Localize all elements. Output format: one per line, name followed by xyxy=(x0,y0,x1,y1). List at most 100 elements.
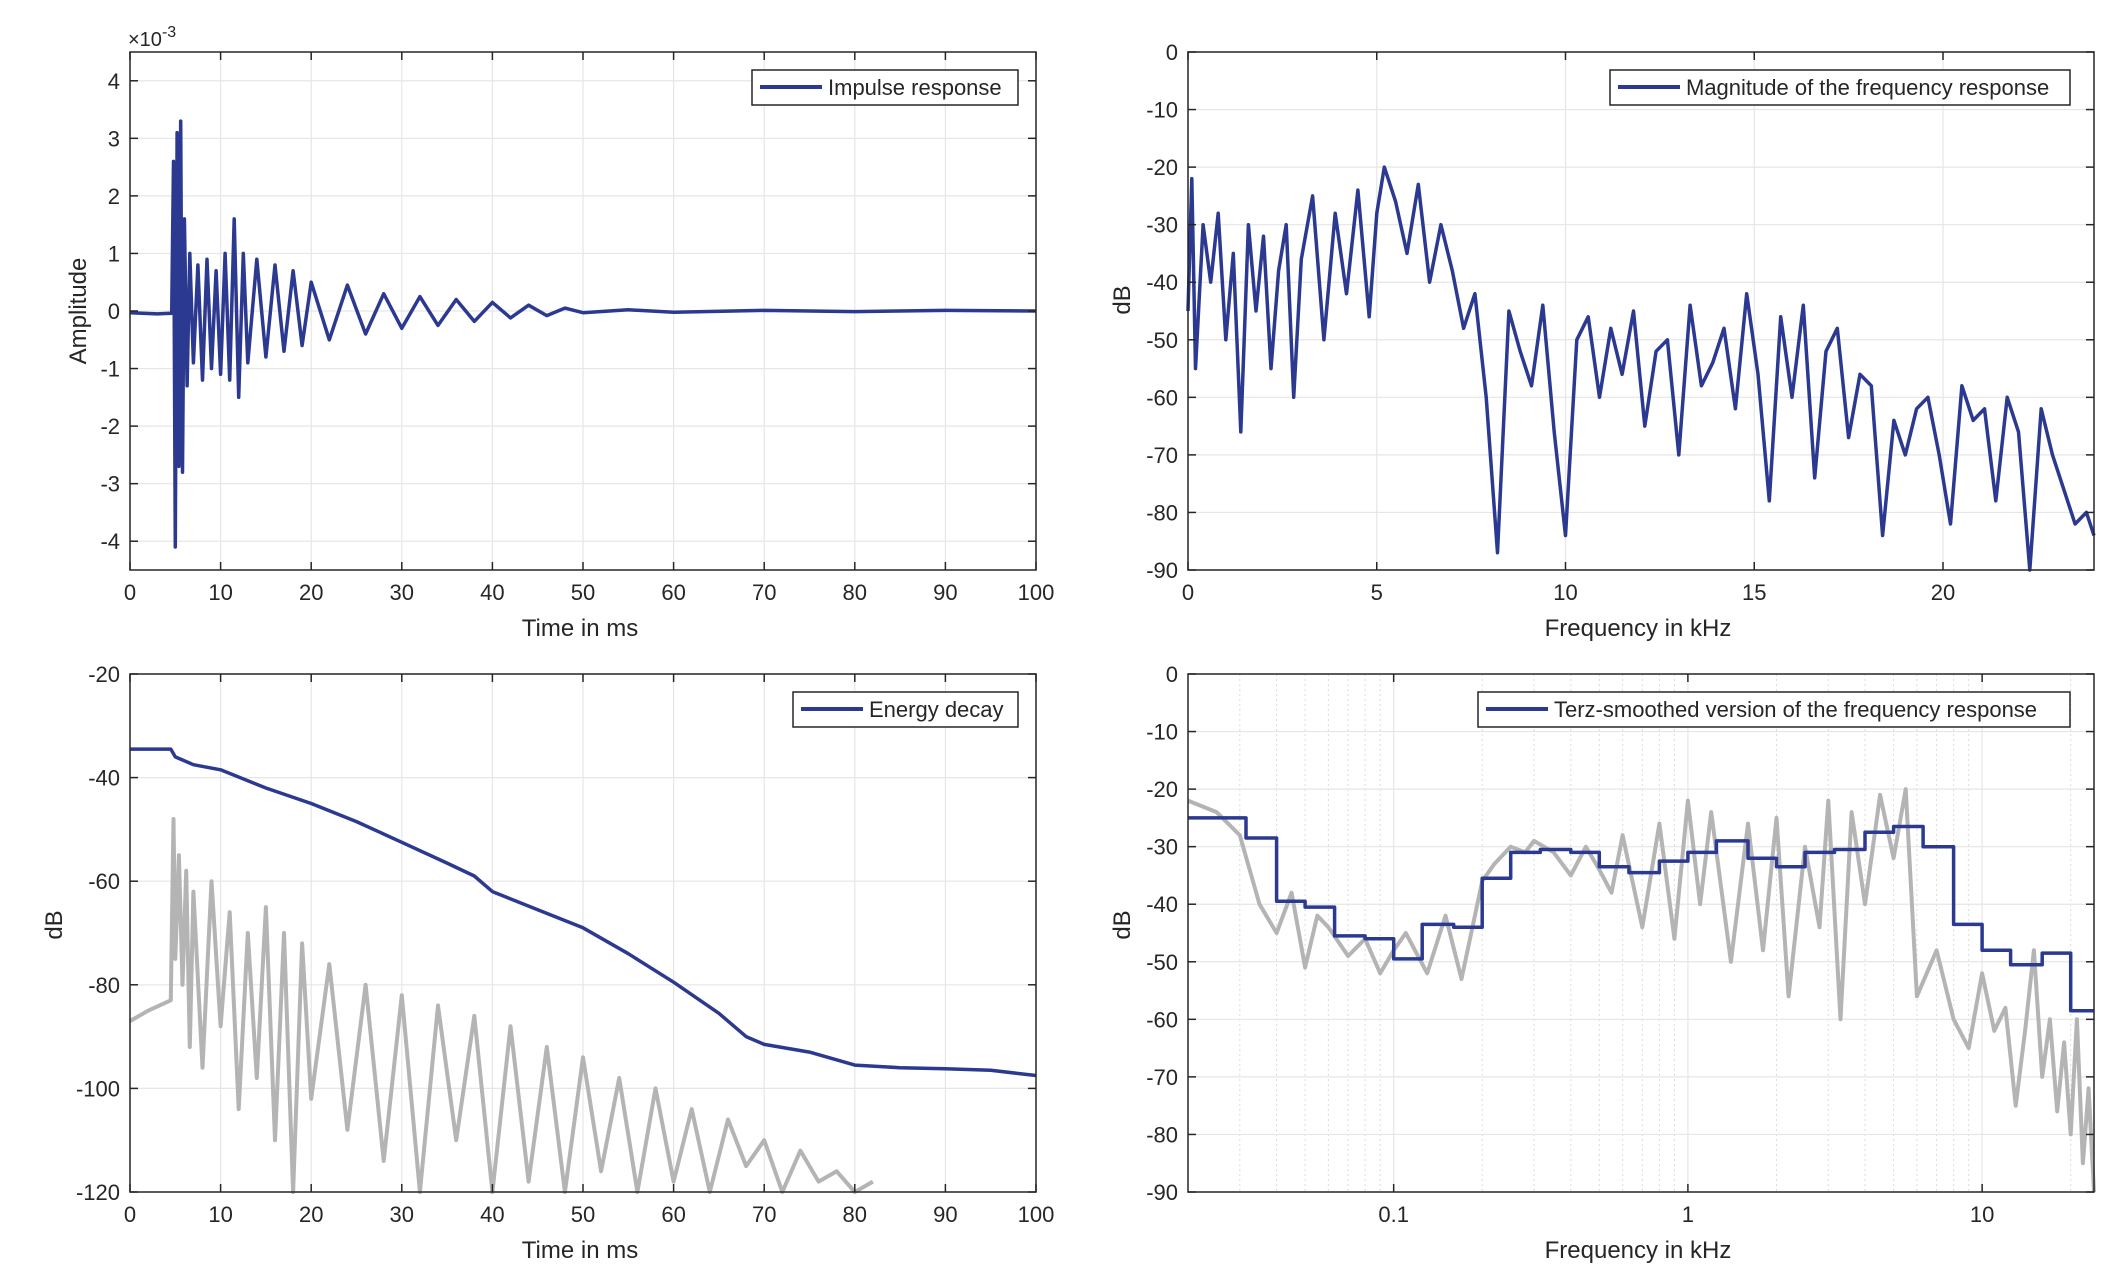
magnitude-x-axis-label: Frequency in kHz xyxy=(1545,615,1732,642)
impulse-y-tick-label: -2 xyxy=(100,414,120,439)
energy-x-tick-label: 90 xyxy=(933,1202,957,1227)
impulse-x-tick-label: 10 xyxy=(208,580,232,605)
magnitude-x-tick-label: 20 xyxy=(1931,580,1955,605)
impulse-y-tick-label: -3 xyxy=(100,472,120,497)
terz-y-tick-label: 0 xyxy=(1166,662,1178,687)
energy-background-series-line xyxy=(129,817,874,1194)
magnitude-y-tick-label: -50 xyxy=(1146,328,1178,353)
energy-x-tick-label: 0 xyxy=(124,1202,136,1227)
impulse-x-tick-label: 100 xyxy=(1018,580,1055,605)
energy-y-tick-label: -100 xyxy=(76,1076,120,1101)
impulse-x-tick-label: 90 xyxy=(933,580,957,605)
magnitude-panel: Frequency in kHz dB Magnitude of the fre… xyxy=(1109,69,2071,642)
energy-x-tick-label: 20 xyxy=(299,1202,323,1227)
impulse-x-tick-label: 60 xyxy=(661,580,685,605)
energy-x-tick-label: 40 xyxy=(480,1202,504,1227)
terz-x-axis-label: Frequency in kHz xyxy=(1545,1237,1732,1264)
energy-y-tick-label: -60 xyxy=(88,869,120,894)
magnitude-plot: 0 5 10 15 20 0 -10 -20 -30 -40 -50 -60 -70 -80 -90 xyxy=(1146,40,2096,605)
energy-x-tick-label: 30 xyxy=(390,1202,414,1227)
terz-background-series-line xyxy=(1187,787,2096,1193)
terz-plot: 0.1 1 10 0 -10 -20 -30 -40 -50 -60 -70 -80 -90 xyxy=(1146,662,2096,1227)
impulse-y-tick-label: 3 xyxy=(108,126,120,151)
energy-y-tick-label: -80 xyxy=(88,973,120,998)
terz-y-tick-label: -60 xyxy=(1146,1007,1178,1032)
magnitude-y-tick-label: 0 xyxy=(1166,40,1178,65)
magnitude-plot-area xyxy=(1188,52,2094,570)
terz-x-tick-label: 1 xyxy=(1682,1202,1694,1227)
energy-y-tick-label: -120 xyxy=(76,1180,120,1205)
energy-y-tick-label: -20 xyxy=(88,662,120,687)
impulse-x-tick-label: 70 xyxy=(752,580,776,605)
energy-legend: Energy decay xyxy=(792,691,1019,728)
magnitude-y-tick-label: -90 xyxy=(1146,558,1178,583)
terz-y-axis-label: dB xyxy=(1109,910,1136,939)
impulse-x-tick-label: 30 xyxy=(390,580,414,605)
magnitude-x-tick-label: 5 xyxy=(1371,580,1383,605)
impulse-y-tick-label: 4 xyxy=(108,69,120,94)
magnitude-legend-label: Magnitude of the frequency response xyxy=(1686,75,2049,100)
magnitude-y-axis-label: dB xyxy=(1109,285,1136,314)
energy-x-tick-label: 50 xyxy=(571,1202,595,1227)
impulse-legend-label: Impulse response xyxy=(828,75,1002,100)
magnitude-series-line xyxy=(1186,165,2096,572)
magnitude-x-tick-label: 0 xyxy=(1182,580,1194,605)
energy-x-tick-label: 80 xyxy=(843,1202,867,1227)
impulse-x-tick-label: 0 xyxy=(124,580,136,605)
magnitude-y-tick-label: -70 xyxy=(1146,443,1178,468)
magnitude-y-tick-label: -20 xyxy=(1146,155,1178,180)
impulse-x-tick-label: 80 xyxy=(843,580,867,605)
impulse-y-tick-label: 0 xyxy=(108,299,120,324)
impulse-x-axis-label: Time in ms xyxy=(522,615,638,642)
terz-y-tick-label: -20 xyxy=(1146,777,1178,802)
terz-y-tick-label: -50 xyxy=(1146,950,1178,975)
terz-series-line xyxy=(1188,816,2094,1013)
terz-legend-label: Terz-smoothed version of the frequency r… xyxy=(1554,697,2037,722)
terz-y-tick-label: -70 xyxy=(1146,1065,1178,1090)
impulse-exponent-label: ×10-3 xyxy=(128,24,176,51)
magnitude-legend-box xyxy=(1609,69,2071,106)
magnitude-legend: Magnitude of the frequency response xyxy=(1609,69,2071,106)
magnitude-axes-frame xyxy=(1187,51,2095,571)
terz-smoothed-panel: Frequency in kHz dB Terz-smoothed versio… xyxy=(1109,691,2071,1264)
terz-legend-box xyxy=(1477,691,2071,728)
energy-y-axis-label: dB xyxy=(41,910,68,939)
terz-x-tick-label: 10 xyxy=(1970,1202,1994,1227)
terz-legend: Terz-smoothed version of the frequency r… xyxy=(1477,691,2071,728)
impulse-y-tick-label: -4 xyxy=(100,529,120,554)
terz-y-tick-label: -10 xyxy=(1146,720,1178,745)
magnitude-y-tick-label: -30 xyxy=(1146,213,1178,238)
energy-x-tick-label: 10 xyxy=(208,1202,232,1227)
magnitude-y-tick-label: -10 xyxy=(1146,98,1178,123)
impulse-y-tick-label: 2 xyxy=(108,184,120,209)
magnitude-y-tick-label: -40 xyxy=(1146,270,1178,295)
impulse-x-tick-label: 40 xyxy=(480,580,504,605)
energy-x-tick-label: 100 xyxy=(1018,1202,1055,1227)
impulse-response-panel: ×10-3 Time in ms Amplitude Impulse respo… xyxy=(65,24,1019,642)
impulse-x-tick-label: 20 xyxy=(299,580,323,605)
magnitude-x-tick-label: 15 xyxy=(1742,580,1766,605)
impulse-series-line xyxy=(129,119,1037,549)
terz-axes-frame xyxy=(1187,673,2095,1193)
magnitude-y-tick-label: -80 xyxy=(1146,500,1178,525)
energy-x-tick-label: 70 xyxy=(752,1202,776,1227)
impulse-legend: Impulse response xyxy=(751,69,1019,106)
magnitude-x-tick-label: 10 xyxy=(1553,580,1577,605)
energy-y-tick-label: -40 xyxy=(88,766,120,791)
terz-y-tick-label: -30 xyxy=(1146,835,1178,860)
energy-legend-label: Energy decay xyxy=(869,697,1004,722)
terz-plot-area xyxy=(1188,674,2094,1192)
impulse-x-tick-label: 50 xyxy=(571,580,595,605)
terz-y-tick-label: -80 xyxy=(1146,1122,1178,1147)
energy-plot: 0 10 20 30 40 50 60 70 80 90 100 -20 -40 -60 -80 -100 -1… xyxy=(76,662,1054,1227)
impulse-y-tick-label: -1 xyxy=(100,357,120,382)
energy-x-tick-label: 60 xyxy=(661,1202,685,1227)
energy-decay-panel: Time in ms dB Energy decay xyxy=(41,691,1019,1264)
magnitude-y-tick-label: -60 xyxy=(1146,385,1178,410)
terz-y-tick-label: -90 xyxy=(1146,1180,1178,1205)
impulse-y-tick-label: 1 xyxy=(108,241,120,266)
impulse-y-axis-label: Amplitude xyxy=(65,258,92,365)
terz-x-tick-label: 0.1 xyxy=(1378,1202,1409,1227)
